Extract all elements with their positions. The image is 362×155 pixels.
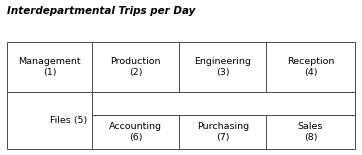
Text: Production
(2): Production (2): [110, 57, 161, 77]
Text: Sales
(8): Sales (8): [298, 122, 323, 142]
Text: Reception
(4): Reception (4): [287, 57, 334, 77]
Text: Engineering
(3): Engineering (3): [194, 57, 251, 77]
Text: Accounting
(6): Accounting (6): [109, 122, 162, 142]
Text: Interdepartmental Trips per Day: Interdepartmental Trips per Day: [7, 6, 195, 16]
Text: Files (5): Files (5): [50, 116, 87, 125]
Text: Purchasing
(7): Purchasing (7): [197, 122, 249, 142]
Text: Management
(1): Management (1): [18, 57, 81, 77]
Bar: [7, 42, 355, 149]
